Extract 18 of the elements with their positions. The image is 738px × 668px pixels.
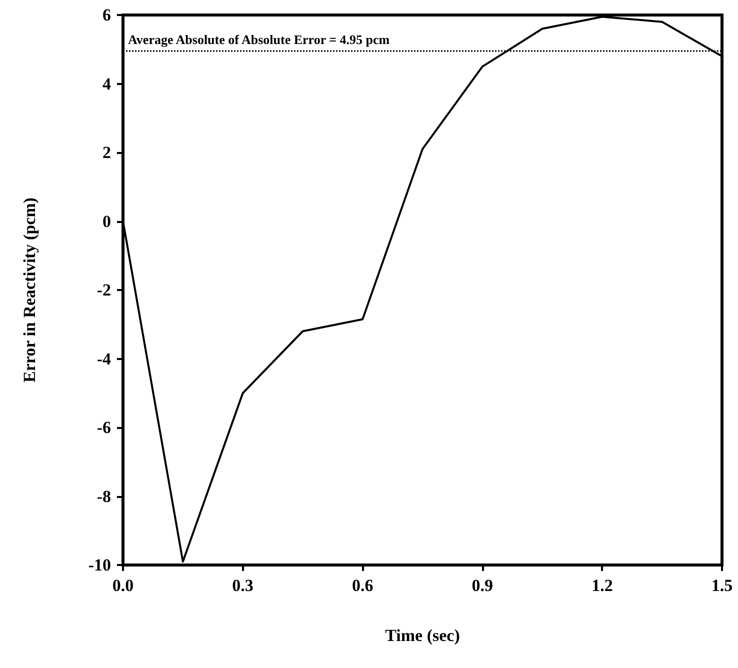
x-tick-label: 0.3 — [232, 576, 254, 595]
y-tick-label: -6 — [96, 418, 111, 437]
y-tick-label: -4 — [96, 349, 112, 368]
y-tick-label: 4 — [102, 74, 112, 94]
y-tick-label: -10 — [88, 556, 111, 574]
x-tick-label: 0.0 — [112, 576, 134, 595]
ref-line-label: Average Absolute of Absolute Error = 4.95 pcm — [128, 32, 390, 48]
y-axis-title: Error in Reactivity (pcm) — [20, 198, 39, 382]
y-tick-label: 2 — [102, 143, 111, 162]
y-tick-label: -8 — [96, 486, 111, 506]
x-tick-label: 1.2 — [592, 576, 613, 595]
x-tick-label: 0.6 — [352, 576, 374, 595]
y-tick-label: 0 — [102, 212, 111, 231]
x-tick-label: 1.5 — [711, 576, 733, 595]
x-tick-label: 0.9 — [472, 576, 494, 595]
y-tick-label: -2 — [96, 280, 111, 300]
x-axis-title: Time (sec) — [385, 626, 460, 645]
y-tick-label: 6 — [102, 6, 111, 24]
